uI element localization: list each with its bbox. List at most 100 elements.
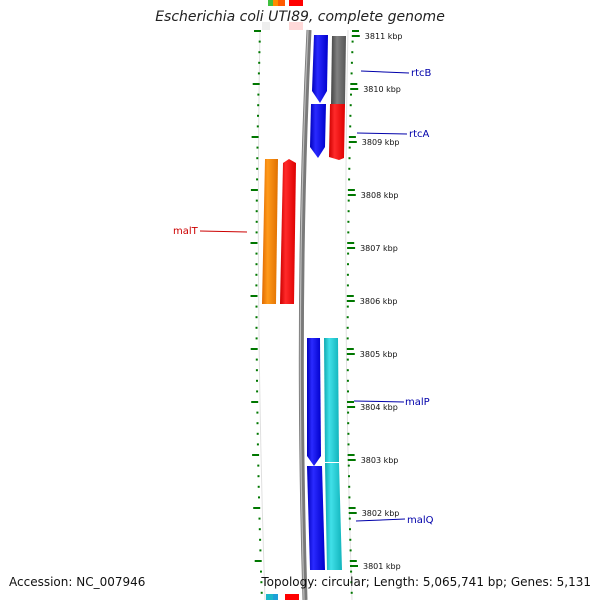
left-tick-dot [256, 390, 259, 393]
gene-label-malQ: malQ [407, 515, 434, 526]
gene-label-rtcB: rtcB [411, 68, 432, 79]
left-tick-dot [260, 581, 263, 584]
left-tick-dot [258, 61, 261, 64]
right-tick-dot [347, 443, 350, 446]
kbp-tick-mark [346, 353, 355, 355]
left-tick-dot [257, 464, 260, 467]
right-tick-dot [349, 125, 352, 128]
kbp-tick-mark [347, 406, 356, 408]
kbp-tick-mark [347, 194, 356, 196]
kbp-tick-label: 3803 kbp [361, 456, 399, 465]
right-tick-dot [346, 358, 349, 361]
left-tick-dot [256, 379, 258, 382]
left-tick-dot [255, 369, 258, 372]
left-tick-dot [257, 114, 259, 117]
left-tick-dot [258, 40, 261, 43]
right-tick-dot [350, 61, 353, 64]
left-tick-dot [255, 252, 258, 255]
right-tick-dot [347, 252, 350, 255]
genome-backbone-highlight [299, 29, 309, 600]
gene-malT[interactable] [280, 159, 296, 304]
kbp-tick-label: 3804 kbp [360, 403, 398, 412]
right-tick-dot [349, 549, 352, 552]
right-tick-dot [347, 464, 350, 467]
gene-malT-regulator[interactable] [262, 159, 278, 304]
right-tick-dot [346, 369, 349, 372]
left-tick-dot [256, 125, 259, 128]
right-tick-dot [347, 390, 349, 393]
left-tick-dot [256, 178, 259, 181]
gene-label-rtcA: rtcA [409, 129, 430, 140]
right-tick-dot [350, 93, 352, 96]
right-tick-dot [347, 189, 355, 191]
genome-backbone [298, 29, 312, 600]
right-tick-dot [347, 242, 355, 244]
tick-ring-left [250, 30, 263, 594]
right-tick-dot [346, 348, 354, 350]
right-tick-dot [346, 284, 349, 287]
right-tick-dot [349, 104, 352, 107]
right-tick-dot [347, 210, 350, 213]
right-tick-dot [348, 146, 351, 149]
kbp-tick-label: 3801 kbp [363, 562, 401, 571]
kbp-tick-label: 3808 kbp [361, 191, 399, 200]
left-tick-dot [257, 93, 260, 96]
kbp-scale: 3811 kbp 3810 kbp 3809 kbp 3808 kbp 3807 kbp… [346, 32, 403, 571]
kbp-tick-mark [347, 459, 356, 461]
left-tick-dot [252, 454, 260, 456]
leader-malP [353, 400, 405, 403]
left-tick-dot [252, 83, 260, 85]
gene-rtcA-reverse[interactable] [329, 104, 345, 160]
outer-guide-right [345, 29, 353, 600]
right-tick-dot [349, 528, 351, 531]
right-tick-dot [350, 581, 353, 584]
gene-rtcA-forward[interactable] [310, 104, 326, 158]
right-tick-dot [347, 454, 355, 456]
right-tick-dot [347, 263, 349, 266]
left-tick-dot [254, 560, 262, 562]
right-tick-dot [348, 178, 351, 181]
left-tick-dot [250, 189, 258, 191]
left-tick-dot [259, 538, 262, 541]
right-tick-dot [346, 273, 349, 276]
leader-rtcB [360, 70, 410, 74]
left-tick-dot [253, 507, 261, 509]
gene-rtcB-hypothetical[interactable] [331, 36, 346, 104]
left-tick-dot [259, 549, 262, 552]
right-tick-dot [347, 432, 350, 435]
left-tick-dot [258, 51, 261, 54]
left-tick-dot [258, 517, 261, 520]
right-tick-dot [348, 167, 351, 170]
left-tick-dot [257, 104, 260, 107]
right-tick-dot [346, 295, 354, 297]
kbp-tick-label: 3807 kbp [360, 244, 398, 253]
left-tick-dot [251, 136, 259, 138]
right-tick-dot [349, 114, 352, 117]
left-tick-dot [255, 273, 258, 276]
gene-malP-forward[interactable] [307, 338, 321, 466]
right-tick-dot [347, 422, 350, 425]
left-tick-dot [256, 157, 259, 160]
right-tick-dot [349, 560, 357, 562]
kbp-tick-mark [351, 35, 360, 37]
left-tick-dot [255, 337, 258, 340]
left-tick-dot [255, 326, 258, 329]
gene-malP-cyan[interactable] [324, 338, 339, 462]
left-tick-dot [254, 30, 261, 32]
top-feature-fragments [262, 0, 303, 30]
left-tick-dot [257, 485, 260, 488]
left-tick-dot [256, 167, 259, 170]
gene-malQ-forward[interactable] [307, 466, 325, 570]
left-tick-dot [250, 295, 258, 297]
right-tick-dot [348, 517, 351, 520]
left-tick-dot [255, 284, 258, 287]
leader-malT [199, 230, 248, 233]
left-tick-dot [255, 210, 258, 213]
kbp-tick-mark [346, 300, 355, 302]
kbp-tick-label: 3809 kbp [362, 138, 400, 147]
left-tick-dot [257, 72, 260, 75]
left-tick-dot [255, 263, 258, 266]
gene-rtcB-forward[interactable] [312, 35, 328, 103]
gene-label-malT: malT [173, 226, 199, 237]
gene-malQ-cyan[interactable] [325, 463, 342, 570]
